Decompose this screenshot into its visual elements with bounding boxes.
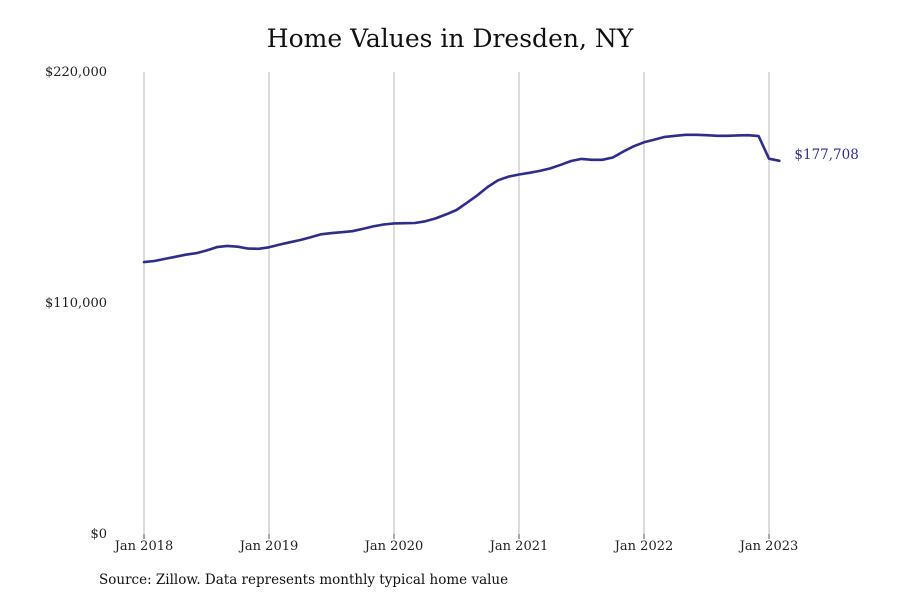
grid-lines: [143, 72, 770, 539]
data-label-layer: $177,708: [794, 147, 858, 163]
source-note: Source: Zillow. Data represents monthly …: [99, 572, 509, 588]
series-layer: [142, 133, 781, 264]
x-axis-tick-labels: Jan 2018 Jan 2019 Jan 2020 Jan 2021 Jan 2022…: [113, 539, 799, 554]
x-tick-label: Jan 2019: [238, 539, 299, 554]
end-value-label: $177,708: [794, 147, 858, 163]
y-tick-label: $220,000: [45, 65, 107, 80]
x-tick-label: Jan 2020: [363, 539, 424, 554]
y-tick-label: $0: [90, 527, 107, 542]
x-tick-label: Jan 2018: [113, 539, 174, 554]
chart-title: Home Values in Dresden, NY: [266, 24, 634, 53]
y-axis-tick-labels: $0 $110,000 $220,000: [45, 65, 107, 542]
y-tick-label: $110,000: [45, 296, 107, 311]
series-line: [142, 133, 781, 264]
x-tick-label: Jan 2021: [488, 539, 549, 554]
x-tick-label: Jan 2023: [738, 539, 799, 554]
x-tick-label: Jan 2022: [613, 539, 674, 554]
